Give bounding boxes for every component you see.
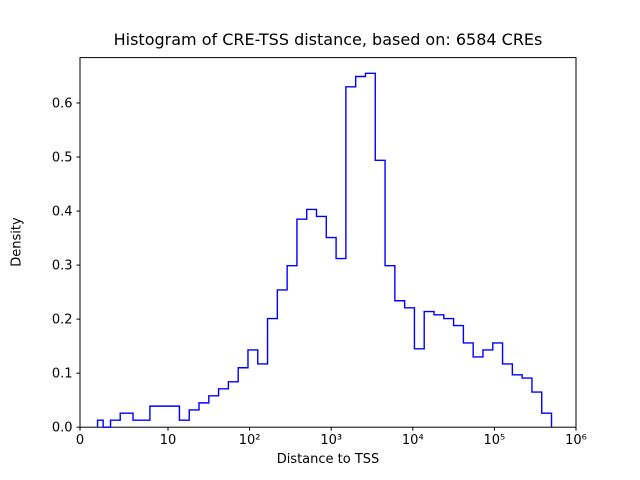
y-tick-label: 0.1 [52, 367, 73, 382]
x-tick-label: 10² [239, 433, 261, 448]
x-tick-label: 0 [76, 433, 84, 448]
y-tick-label: 0.3 [52, 259, 73, 274]
x-tick-label: 10⁵ [484, 433, 506, 448]
x-tick-label: 10³ [320, 433, 342, 448]
y-tick-label: 0.6 [52, 96, 73, 111]
chart-title: Histogram of CRE-TSS distance, based on:… [113, 30, 543, 49]
y-tick-label: 0.4 [52, 205, 73, 220]
y-tick-label: 0.5 [52, 151, 73, 166]
y-axis-label: Density [9, 217, 25, 267]
y-tick-label: 0.0 [52, 421, 73, 436]
histogram-step-path [96, 72, 553, 428]
x-axis-label: Distance to TSS [276, 452, 380, 467]
x-tick-label: 10 [160, 433, 177, 448]
y-tick-label: 0.2 [52, 313, 73, 328]
x-tick-label: 10⁶ [565, 433, 587, 448]
x-tick-label: 10⁴ [402, 433, 424, 448]
plot-area-border [79, 57, 577, 428]
